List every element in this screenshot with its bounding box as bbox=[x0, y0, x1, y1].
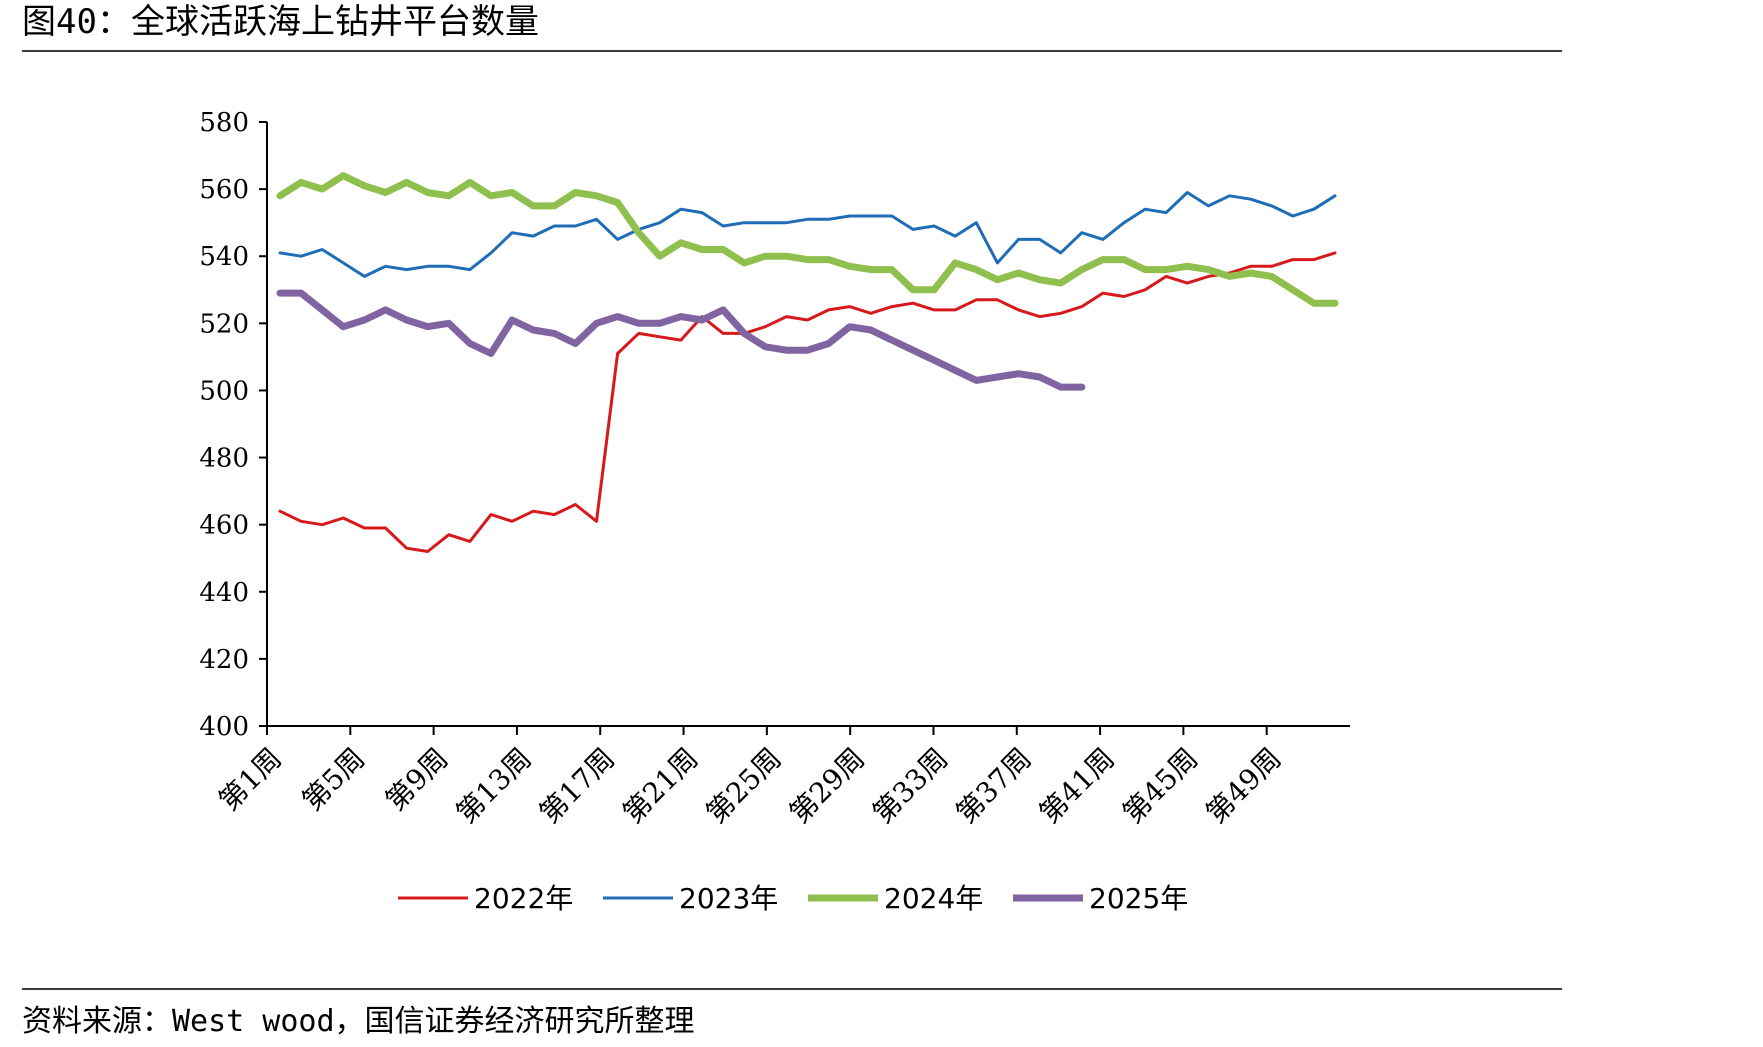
top-rule bbox=[22, 50, 1562, 52]
y-axis-ticks: 400 420 440 460 480 500 520 540 560 580 bbox=[199, 108, 267, 742]
bottom-rule bbox=[22, 988, 1562, 990]
series-lines bbox=[276, 172, 1339, 553]
legend-label: 2023年 bbox=[679, 882, 778, 915]
x-tick-label: 第41周 bbox=[1033, 742, 1121, 830]
x-tick-label: 第25周 bbox=[700, 742, 788, 830]
y-tick-label: 520 bbox=[199, 309, 249, 339]
y-tick-label: 560 bbox=[199, 175, 249, 205]
legend-label: 2025年 bbox=[1089, 882, 1188, 915]
y-tick-label: 580 bbox=[199, 108, 249, 138]
series-line-2023年 bbox=[278, 191, 1337, 278]
source-note: 资料来源：West wood，国信证券经济研究所整理 bbox=[22, 1004, 695, 1039]
x-tick-label: 第33周 bbox=[866, 742, 954, 830]
series-line-2024年 bbox=[276, 172, 1339, 307]
y-tick-label: 480 bbox=[199, 444, 249, 474]
figure-title: 图40：全球活跃海上钻井平台数量 bbox=[22, 2, 539, 42]
x-tick-label: 第17周 bbox=[533, 742, 621, 830]
x-tick-label: 第1周 bbox=[212, 742, 288, 818]
x-tick-label: 第29周 bbox=[783, 742, 871, 830]
chart-axes bbox=[266, 122, 1350, 735]
y-tick-label: 400 bbox=[199, 712, 249, 742]
x-tick-label: 第45周 bbox=[1116, 742, 1204, 830]
y-tick-label: 500 bbox=[199, 376, 249, 406]
y-tick-label: 460 bbox=[199, 511, 249, 541]
series-line-2025年 bbox=[276, 289, 1086, 391]
x-tick-label: 第49周 bbox=[1200, 742, 1288, 830]
legend: 2022年 2023年 2024年 2025年 bbox=[398, 882, 1188, 915]
y-tick-label: 440 bbox=[199, 578, 249, 608]
x-axis-ticks: 第1周 第5周 第9周第13周第17周第21周第25周第29周第33周第37周第41… bbox=[212, 726, 1288, 830]
x-tick-label: 第5周 bbox=[296, 742, 372, 818]
x-tick-label: 第13周 bbox=[450, 742, 538, 830]
legend-label: 2022年 bbox=[474, 882, 573, 915]
x-tick-label: 第21周 bbox=[616, 742, 704, 830]
y-tick-label: 540 bbox=[199, 242, 249, 272]
legend-label: 2024年 bbox=[884, 882, 983, 915]
x-tick-label: 第9周 bbox=[379, 742, 455, 818]
y-tick-label: 420 bbox=[199, 645, 249, 675]
series-line-2022年 bbox=[278, 251, 1337, 553]
x-tick-label: 第37周 bbox=[950, 742, 1038, 830]
